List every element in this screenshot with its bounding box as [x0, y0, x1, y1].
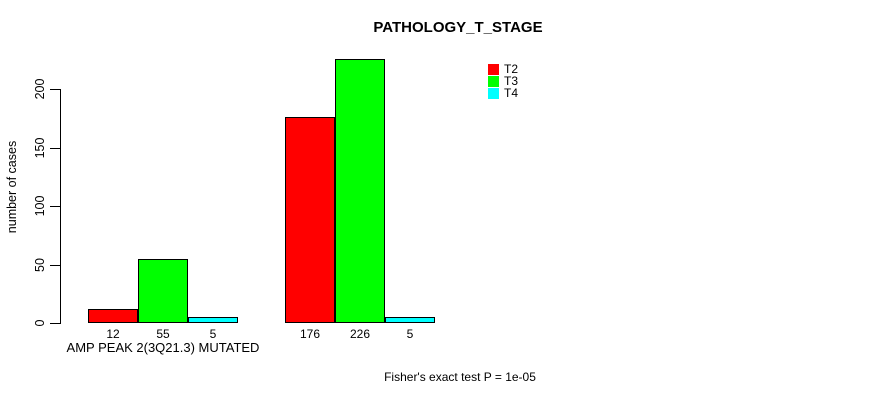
legend-label: T3 [504, 74, 519, 88]
legend-swatch-t3 [488, 76, 499, 87]
y-axis-tick [50, 148, 60, 149]
legend-item: T4 [488, 86, 519, 100]
bar-t2-group2 [285, 117, 335, 323]
y-axis-tick [50, 265, 60, 266]
y-axis-tick-label: 0 [33, 319, 47, 327]
bar-value-label: 5 [406, 327, 414, 341]
legend-item: T2 [488, 62, 519, 76]
legend-swatch-t2 [488, 64, 499, 75]
bar-t3-group1 [138, 259, 188, 323]
y-axis-tick-label: 100 [33, 195, 47, 217]
y-axis-line [60, 89, 61, 324]
chart-title: PATHOLOGY_T_STAGE [373, 19, 543, 36]
legend-item: T3 [488, 74, 519, 88]
y-axis-tick-label: 50 [33, 258, 47, 272]
legend-label: T2 [504, 62, 519, 76]
bar-t4-group2 [385, 317, 435, 323]
stats-annotation: Fisher's exact test P = 1e-05 [384, 370, 536, 384]
y-axis-title: number of cases [5, 140, 19, 234]
bar-t4-group1 [188, 317, 238, 323]
legend-swatch-t4 [488, 88, 499, 99]
y-axis-tick-label: 200 [33, 78, 47, 100]
y-axis-tick [50, 323, 60, 324]
bar-t3-group2 [335, 59, 385, 323]
category-label: AMP PEAK 2(3Q21.3) MUTATED [66, 340, 260, 355]
y-axis-tick [50, 206, 60, 207]
bar-value-label: 226 [349, 327, 371, 341]
legend-label: T4 [504, 86, 519, 100]
bar-value-label: 5 [209, 327, 217, 341]
y-axis-tick-label: 150 [33, 137, 47, 159]
y-axis-tick [50, 89, 60, 90]
legend: T2 T3 T4 [488, 62, 519, 100]
bar-t2-group1 [88, 309, 138, 323]
bar-value-label: 12 [106, 327, 120, 341]
bar-value-label: 176 [299, 327, 321, 341]
bar-value-label: 55 [156, 327, 170, 341]
